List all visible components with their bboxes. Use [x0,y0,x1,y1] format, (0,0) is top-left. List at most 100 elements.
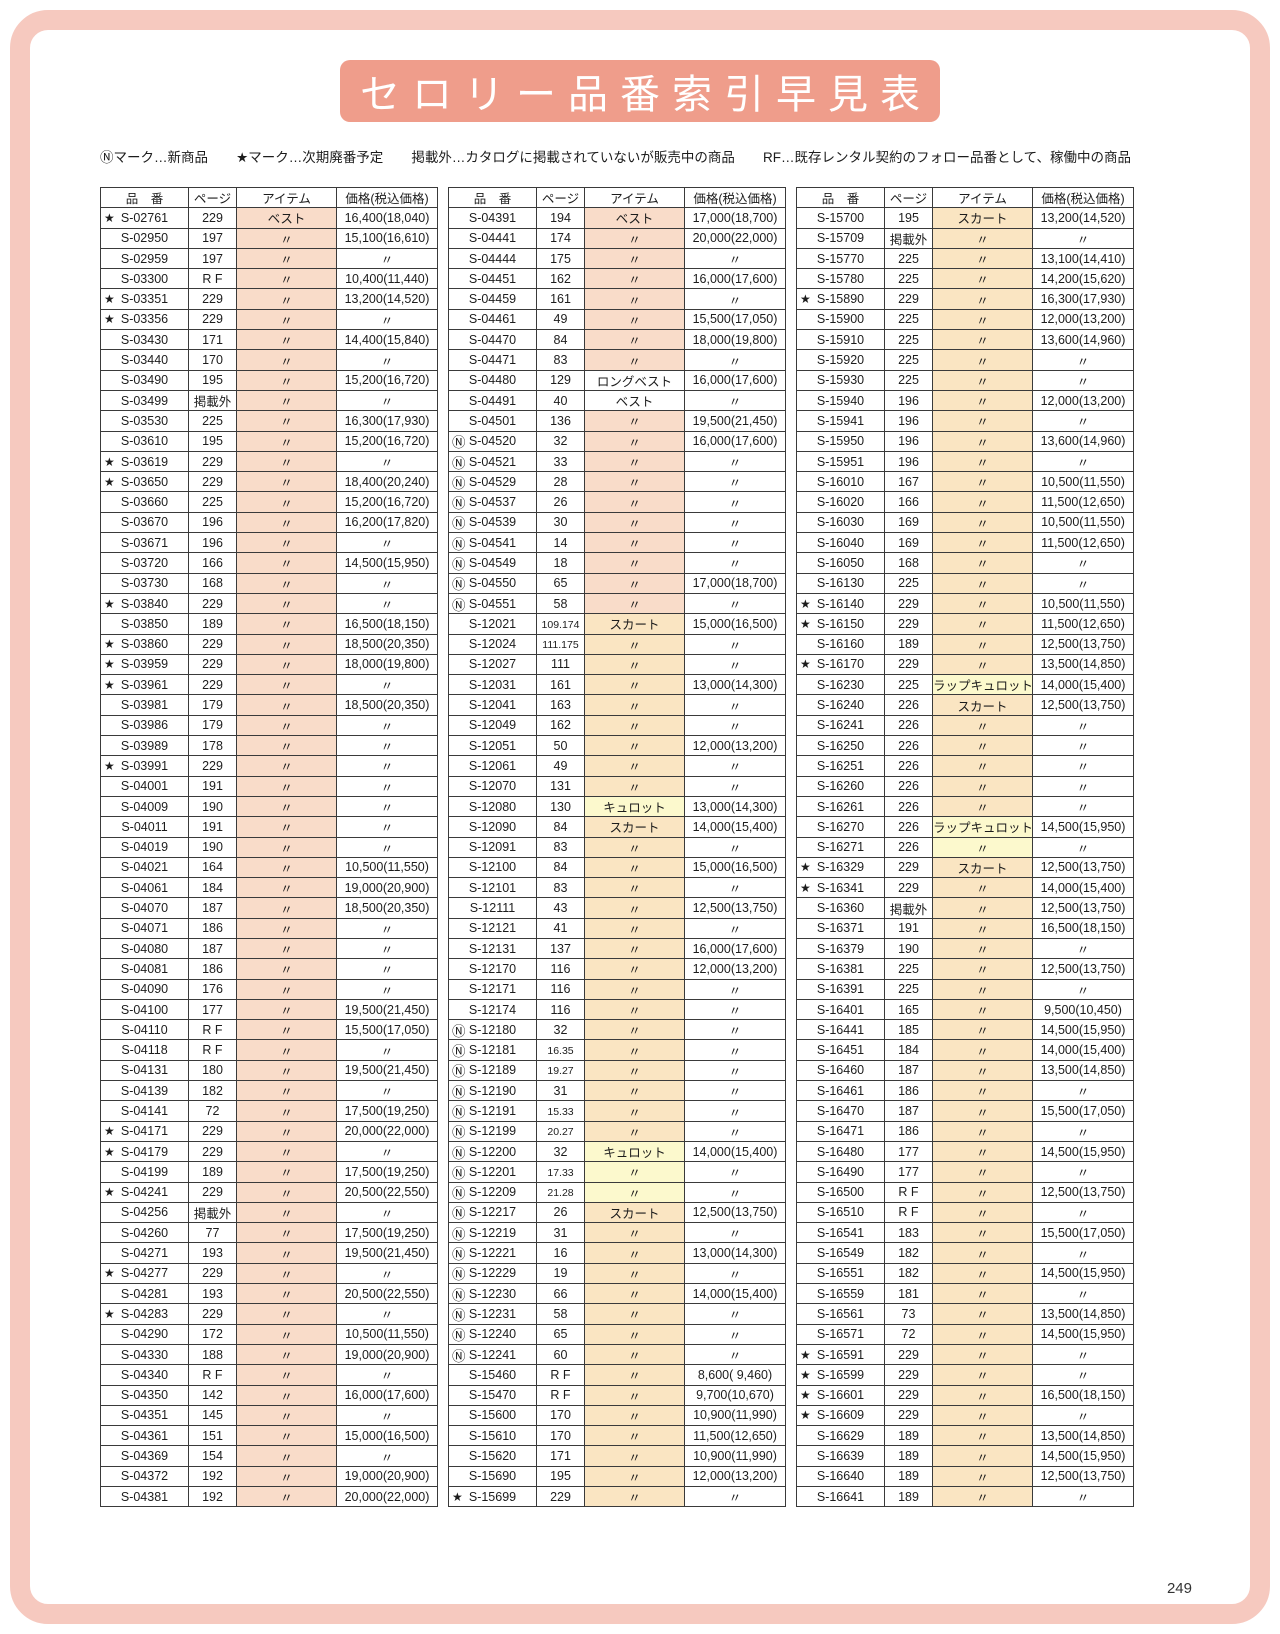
item-cell: 〃 [932,329,1033,351]
item-cell: 〃 [236,511,337,534]
item-cell: ラップキュロット [932,816,1033,838]
product-code: S-04290 [120,1327,169,1342]
product-code: S-02959 [120,251,169,266]
page-value: 166 [898,495,919,510]
page-value: 165 [898,1002,919,1017]
col-header-price: 価格(税込価格) [1032,186,1134,209]
price-value: 〃 [728,1308,742,1323]
page-value: 171 [550,1449,571,1464]
table-row: Ⓝ S-12191 15.33 〃 〃 [448,1100,786,1122]
product-code: S-16130 [816,576,865,591]
price-cell: 16,300(17,930) [1032,288,1134,310]
product-code-cell: S-04271 [100,1242,189,1264]
page-value: 191 [202,819,223,834]
price-value: 17,500(19,250) [344,1104,430,1118]
table-row: S-03671 196 〃 〃 [100,532,438,554]
table-row: S-04369 154 〃 〃 [100,1445,438,1467]
product-code-cell: S-04471 [448,349,537,371]
product-code-cell: S-16451 [796,1039,885,1061]
page-value: 225 [898,312,919,327]
page-cell: 229 [188,1120,237,1142]
page-value: 111 [550,657,570,672]
item-cell: 〃 [932,755,1033,777]
page-value: 196 [898,413,919,428]
product-code-cell: ★ S-04171 [100,1120,189,1142]
header-row: 品 番 ページ アイテム 価格(税込価格) [796,186,1134,209]
product-code: S-04381 [120,1489,169,1504]
table-row: S-16391 225 〃 〃 [796,978,1134,1000]
item-cell: 〃 [584,836,685,858]
product-code: S-16379 [816,941,865,956]
page-cell: 116 [536,978,585,1000]
product-code: S-04131 [120,1063,169,1078]
page-cell: R F [536,1384,585,1406]
price-cell: 10,500(11,550) [1032,592,1134,615]
item-cell: 〃 [236,1262,337,1285]
table-row: S-04290 172 〃 10,500(11,550) [100,1323,438,1345]
col-header-item: アイテム [584,186,685,209]
item-value: 〃 [280,963,293,978]
product-code: S-16500 [816,1185,865,1200]
product-code-cell: Ⓝ S-12190 [448,1080,537,1102]
product-code: S-03720 [120,555,169,570]
product-code: S-16030 [816,515,865,530]
table-row: S-04199 189 〃 17,500(19,250) [100,1161,438,1183]
page-cell: 225 [884,268,933,290]
price-value: 12,500(13,750) [1040,637,1126,652]
page-value: 195 [550,1469,571,1484]
item-cell: 〃 [236,1384,337,1406]
product-code: S-16270 [816,819,865,834]
page-cell: 226 [884,816,933,838]
item-value: 〃 [628,963,641,978]
page-value: 192 [202,1469,223,1484]
product-code: S-03671 [120,535,169,550]
price-value: 12,000(13,200) [1040,393,1126,408]
page-cell: 30 [536,511,585,534]
product-code-cell: S-03610 [100,430,189,452]
product-code: S-04470 [468,332,517,347]
page-value: 226 [898,799,919,814]
product-code-cell: S-04369 [100,1445,189,1467]
price-cell: 〃 [336,674,438,696]
table-row: S-04141 72 〃 17,500(19,250) [100,1100,438,1122]
product-code-cell: S-04019 [100,836,189,858]
item-cell: 〃 [236,836,337,858]
row-marker-icon: ★ [104,596,115,611]
product-code-cell: S-12131 [448,937,537,960]
table-row: ★ S-16170 229 〃 13,500(14,850) [796,653,1134,676]
page-value: 77 [205,1225,220,1240]
page-cell: R F [188,1364,237,1386]
price-value: 16,300(17,930) [1040,292,1126,307]
product-code: S-16559 [816,1286,865,1301]
price-cell: 11,500(12,650) [684,1425,786,1447]
item-cell: 〃 [236,1201,337,1224]
item-value: 〃 [280,861,293,876]
page-value: 176 [202,982,223,997]
item-cell: 〃 [932,958,1033,980]
page-value: 60 [553,1347,568,1362]
product-code-cell: S-04372 [100,1465,189,1488]
table-row: S-04350 142 〃 16,000(17,600) [100,1384,438,1406]
page-cell: 225 [884,308,933,331]
product-code: S-12191 [468,1104,517,1118]
item-value: 〃 [280,983,293,998]
price-value: 〃 [380,598,394,613]
product-code-cell: S-04080 [100,937,189,960]
item-value: 〃 [280,1470,293,1485]
table-row: S-12131 137 〃 16,000(17,600) [448,937,786,960]
page-cell: 111.175 [536,633,585,655]
col-header-product-no: 品 番 [100,186,189,209]
page-cell: 229 [188,471,237,493]
row-marker-icon: ★ [800,880,811,895]
price-value: 〃 [728,1085,742,1100]
table-row: S-16441 185 〃 14,500(15,950) [796,1019,1134,1041]
product-code: S-12070 [468,779,517,794]
table-row: S-12170 116 〃 12,000(13,200) [448,958,786,980]
page-cell: 179 [188,694,237,716]
item-value: 〃 [280,415,293,430]
price-value: 8,600( 9,460) [697,1367,773,1382]
page-cell: 31 [536,1222,585,1244]
price-cell: 12,500(13,750) [684,1201,786,1224]
product-code: S-16601 [816,1388,865,1403]
price-value: 19,500(21,450) [344,1002,430,1017]
